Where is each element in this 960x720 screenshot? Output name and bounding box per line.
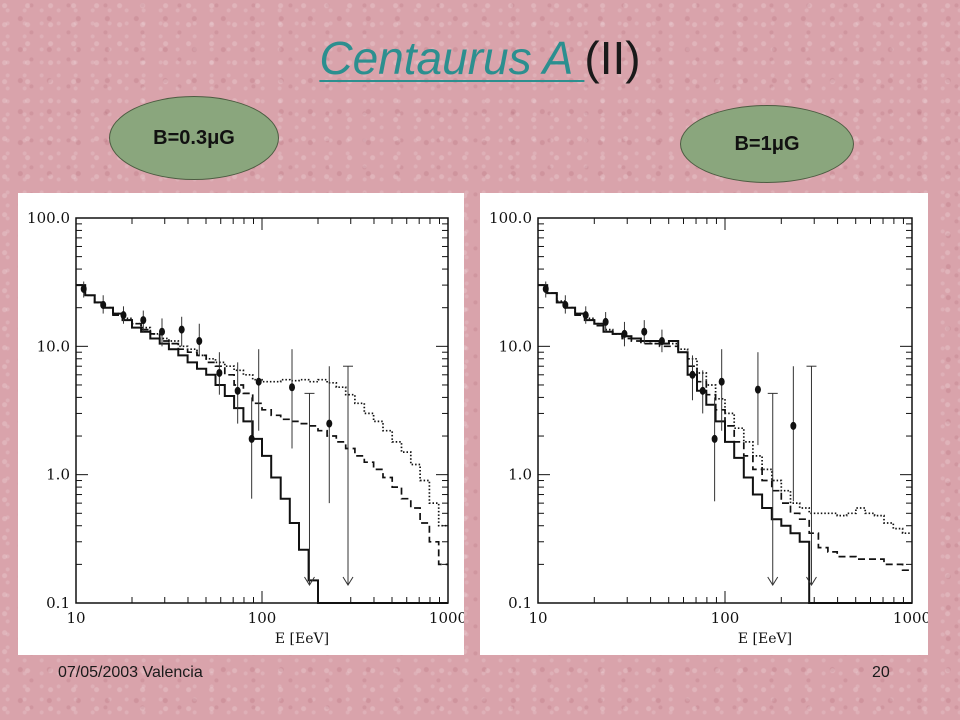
x-tick-label: 100 xyxy=(248,609,277,627)
point-marker xyxy=(216,368,223,377)
data-point xyxy=(718,349,725,431)
tick-labels: 10 100 1000 100.0 10.0 1.0 0.1 xyxy=(489,209,928,627)
point-marker xyxy=(641,327,648,336)
point-marker xyxy=(140,316,147,325)
data-point xyxy=(699,370,706,414)
point-marker xyxy=(790,421,797,430)
title-link[interactable]: Centaurus A xyxy=(319,32,585,84)
point-marker xyxy=(326,419,333,428)
x-tick-label: 10 xyxy=(66,609,85,627)
data-point xyxy=(289,349,296,449)
spectrum-chart-right: 10 100 1000 100.0 10.0 1.0 0.1 E [EeV] xyxy=(489,209,928,647)
data-point xyxy=(80,281,87,298)
point-marker xyxy=(289,383,296,392)
data-point xyxy=(120,306,127,324)
histogram-dashed xyxy=(538,284,912,572)
upper-limit xyxy=(304,392,315,586)
point-marker xyxy=(718,377,725,386)
data-point xyxy=(754,352,761,446)
point-marker xyxy=(562,300,569,309)
upper-limit-arrow xyxy=(304,576,315,586)
upper-limit-arrow xyxy=(342,576,354,586)
data-point xyxy=(582,306,589,324)
y-tick-label: 1.0 xyxy=(508,466,532,484)
data-point xyxy=(641,320,648,344)
y-tick-label: 100.0 xyxy=(489,209,532,227)
point-marker xyxy=(711,434,718,443)
data-point xyxy=(100,295,107,314)
point-marker xyxy=(159,327,166,336)
point-marker xyxy=(178,325,185,334)
point-marker xyxy=(602,317,609,326)
point-marker xyxy=(542,284,549,293)
data-point xyxy=(140,310,147,332)
point-marker xyxy=(248,434,255,443)
point-marker xyxy=(754,385,761,394)
data-point xyxy=(562,295,569,314)
upper-limit xyxy=(767,392,779,586)
data-point xyxy=(602,312,609,332)
tick-labels: 10 100 1000 100.0 10.0 1.0 0.1 xyxy=(27,209,464,627)
histogram-solid xyxy=(76,284,448,604)
y-tick-label: 0.1 xyxy=(508,594,532,612)
point-marker xyxy=(621,329,628,338)
data-point xyxy=(711,397,718,502)
upper-limit xyxy=(342,365,354,586)
point-marker xyxy=(255,377,262,386)
data-point xyxy=(621,321,628,347)
y-tick-label: 0.1 xyxy=(46,594,70,612)
point-marker xyxy=(699,386,706,395)
x-tick-label: 1000 xyxy=(429,609,464,627)
point-marker xyxy=(234,386,241,395)
data-point xyxy=(196,323,203,356)
x-tick-label: 1000 xyxy=(893,609,928,627)
data-point xyxy=(255,349,262,431)
point-marker xyxy=(120,311,127,320)
data-point xyxy=(216,352,223,395)
point-marker xyxy=(100,300,107,309)
data-point xyxy=(658,329,665,353)
point-marker xyxy=(582,311,589,320)
upper-limit-arrow xyxy=(806,576,817,586)
y-tick-label: 1.0 xyxy=(46,466,70,484)
y-tick-label: 100.0 xyxy=(27,209,70,227)
upper-limit xyxy=(806,365,817,586)
spectrum-chart-left: 10 100 1000 100.0 10.0 1.0 0.1 E [EeV] xyxy=(27,209,464,647)
point-marker xyxy=(80,284,87,293)
field-badge-right: B=1μG xyxy=(680,105,854,183)
y-tick-label: 10.0 xyxy=(37,337,70,355)
data-point xyxy=(326,366,333,504)
x-tick-label: 100 xyxy=(711,609,740,627)
data-point xyxy=(790,366,797,502)
y-tick-label: 10.0 xyxy=(499,337,532,355)
histogram-solid xyxy=(538,284,912,604)
field-badge-left: B=0.3μG xyxy=(109,96,279,180)
x-tick-label: 10 xyxy=(528,609,547,627)
title-suffix: (II) xyxy=(584,32,641,84)
data-points xyxy=(542,281,797,502)
slide-number: 20 xyxy=(872,664,890,681)
footer-date-location: 07/05/2003 Valencia xyxy=(58,664,203,681)
point-marker xyxy=(658,337,665,346)
data-points xyxy=(80,281,333,504)
data-point xyxy=(234,362,241,424)
data-point xyxy=(248,397,255,499)
tick-marks xyxy=(537,217,913,604)
data-point xyxy=(178,316,185,347)
x-axis-label: E [EeV] xyxy=(738,631,792,647)
slide-title: Centaurus A (II) xyxy=(0,28,960,88)
upper-limit-arrow xyxy=(767,576,779,586)
data-point xyxy=(542,281,549,298)
point-marker xyxy=(196,337,203,346)
spectrum-plot-right: 10 100 1000 100.0 10.0 1.0 0.1 E [EeV] xyxy=(480,193,928,655)
spectrum-plot-left: 10 100 1000 100.0 10.0 1.0 0.1 E [EeV] xyxy=(18,193,464,655)
data-point xyxy=(689,355,696,401)
data-point xyxy=(159,318,166,347)
tick-marks xyxy=(75,217,449,604)
point-marker xyxy=(689,370,696,379)
histogram-dotted xyxy=(76,284,448,527)
histogram-dashed xyxy=(76,284,448,566)
x-axis-label: E [EeV] xyxy=(275,631,329,647)
